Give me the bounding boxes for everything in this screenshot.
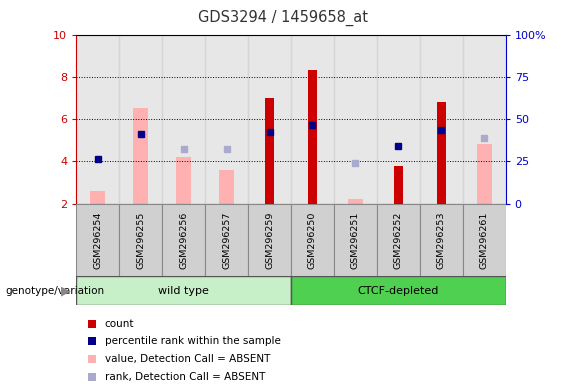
Bar: [119, 204, 162, 276]
Bar: [437, 102, 446, 204]
Bar: [394, 166, 403, 204]
Bar: [176, 157, 191, 204]
Text: rank, Detection Call = ABSENT: rank, Detection Call = ABSENT: [105, 372, 265, 382]
Bar: [205, 204, 248, 276]
Text: GSM296261: GSM296261: [480, 211, 489, 269]
Bar: [162, 204, 205, 276]
Text: GDS3294 / 1459658_at: GDS3294 / 1459658_at: [198, 10, 367, 26]
Text: GSM296250: GSM296250: [308, 211, 317, 269]
Text: percentile rank within the sample: percentile rank within the sample: [105, 336, 281, 346]
Text: GSM296253: GSM296253: [437, 211, 446, 269]
Bar: [334, 204, 377, 276]
Text: ▶: ▶: [61, 285, 71, 297]
Bar: [219, 170, 234, 204]
Bar: [76, 204, 119, 276]
Text: GSM296251: GSM296251: [351, 211, 360, 269]
Bar: [348, 199, 363, 204]
Bar: [377, 204, 420, 276]
Bar: [248, 35, 291, 204]
Bar: [291, 204, 334, 276]
Bar: [90, 191, 105, 204]
Bar: [205, 35, 248, 204]
Bar: [162, 35, 205, 204]
Bar: [265, 98, 274, 204]
Bar: [291, 35, 334, 204]
Text: wild type: wild type: [158, 286, 209, 296]
Text: value, Detection Call = ABSENT: value, Detection Call = ABSENT: [105, 354, 270, 364]
Bar: [420, 204, 463, 276]
Bar: [248, 204, 291, 276]
Bar: [420, 35, 463, 204]
Text: GSM296257: GSM296257: [222, 211, 231, 269]
Text: CTCF-depleted: CTCF-depleted: [358, 286, 439, 296]
Text: GSM296255: GSM296255: [136, 211, 145, 269]
Bar: [76, 35, 119, 204]
Bar: [308, 71, 317, 204]
Bar: [334, 35, 377, 204]
Bar: [76, 276, 291, 305]
Text: GSM296259: GSM296259: [265, 211, 274, 269]
Bar: [133, 109, 148, 204]
Bar: [291, 276, 506, 305]
Text: count: count: [105, 319, 134, 329]
Bar: [119, 35, 162, 204]
Text: GSM296256: GSM296256: [179, 211, 188, 269]
Bar: [463, 204, 506, 276]
Bar: [477, 144, 492, 204]
Bar: [463, 35, 506, 204]
Text: GSM296252: GSM296252: [394, 211, 403, 269]
Text: genotype/variation: genotype/variation: [6, 286, 105, 296]
Text: GSM296254: GSM296254: [93, 211, 102, 269]
Bar: [377, 35, 420, 204]
